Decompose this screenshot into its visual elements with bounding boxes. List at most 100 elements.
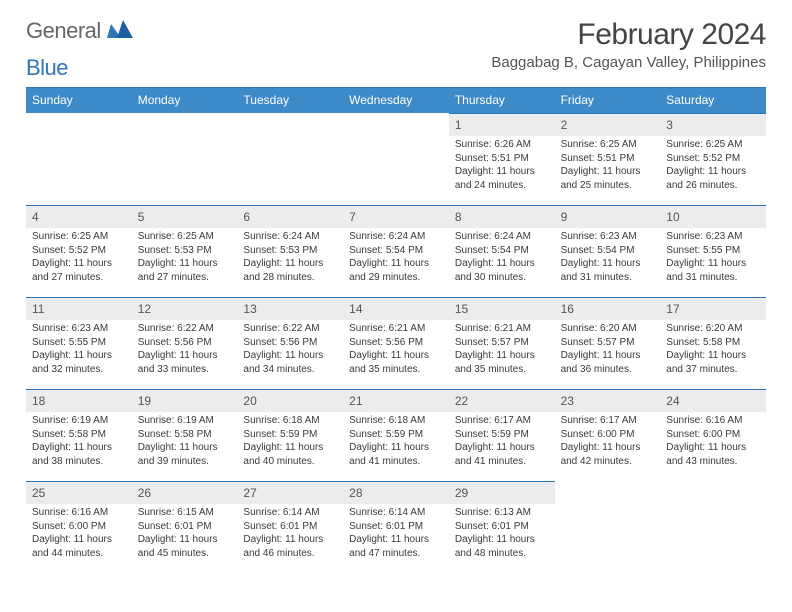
logo-word-blue: Blue: [26, 55, 68, 81]
day-number: 5: [132, 206, 238, 228]
sunset-line: Sunset: 6:00 PM: [32, 520, 128, 534]
day-number: 20: [237, 390, 343, 412]
calendar-page: General February 2024 Baggabag B, Cagaya…: [0, 0, 792, 573]
daylight-line: Daylight: 11 hours and 35 minutes.: [349, 349, 445, 376]
daylight-line: Daylight: 11 hours and 30 minutes.: [455, 257, 551, 284]
calendar-day-cell: 29Sunrise: 6:13 AMSunset: 6:01 PMDayligh…: [449, 481, 555, 573]
day-number: 18: [26, 390, 132, 412]
day-details: Sunrise: 6:14 AMSunset: 6:01 PMDaylight:…: [241, 506, 339, 560]
sunset-line: Sunset: 5:56 PM: [138, 336, 234, 350]
day-number: 13: [237, 298, 343, 320]
day-number: 26: [132, 482, 238, 504]
calendar-grid: 1Sunrise: 6:26 AMSunset: 5:51 PMDaylight…: [26, 113, 766, 573]
calendar-day-cell: 26Sunrise: 6:15 AMSunset: 6:01 PMDayligh…: [132, 481, 238, 573]
daylight-line: Daylight: 11 hours and 27 minutes.: [32, 257, 128, 284]
sunrise-line: Sunrise: 6:20 AM: [561, 322, 657, 336]
day-number: 1: [449, 114, 555, 136]
calendar-day-cell: 15Sunrise: 6:21 AMSunset: 5:57 PMDayligh…: [449, 297, 555, 389]
day-details: Sunrise: 6:25 AMSunset: 5:52 PMDaylight:…: [664, 138, 762, 192]
sunset-line: Sunset: 6:01 PM: [455, 520, 551, 534]
sunset-line: Sunset: 5:54 PM: [561, 244, 657, 258]
calendar-day-cell: 12Sunrise: 6:22 AMSunset: 5:56 PMDayligh…: [132, 297, 238, 389]
calendar-day-cell: 21Sunrise: 6:18 AMSunset: 5:59 PMDayligh…: [343, 389, 449, 481]
sunrise-line: Sunrise: 6:23 AM: [561, 230, 657, 244]
sunset-line: Sunset: 5:57 PM: [455, 336, 551, 350]
sunrise-line: Sunrise: 6:25 AM: [32, 230, 128, 244]
day-number: 16: [555, 298, 661, 320]
weekday-header-row: Sunday Monday Tuesday Wednesday Thursday…: [26, 88, 766, 113]
day-number: 19: [132, 390, 238, 412]
daylight-line: Daylight: 11 hours and 24 minutes.: [455, 165, 551, 192]
day-number: 14: [343, 298, 449, 320]
day-details: Sunrise: 6:21 AMSunset: 5:56 PMDaylight:…: [347, 322, 445, 376]
calendar-day-cell: 4Sunrise: 6:25 AMSunset: 5:52 PMDaylight…: [26, 205, 132, 297]
sunrise-line: Sunrise: 6:23 AM: [32, 322, 128, 336]
day-number: 7: [343, 206, 449, 228]
calendar-day-cell: 7Sunrise: 6:24 AMSunset: 5:54 PMDaylight…: [343, 205, 449, 297]
daylight-line: Daylight: 11 hours and 47 minutes.: [349, 533, 445, 560]
calendar-empty-cell: [26, 113, 132, 205]
daylight-line: Daylight: 11 hours and 34 minutes.: [243, 349, 339, 376]
calendar-day-cell: 20Sunrise: 6:18 AMSunset: 5:59 PMDayligh…: [237, 389, 343, 481]
sunrise-line: Sunrise: 6:14 AM: [349, 506, 445, 520]
sunrise-line: Sunrise: 6:19 AM: [32, 414, 128, 428]
calendar-day-cell: 13Sunrise: 6:22 AMSunset: 5:56 PMDayligh…: [237, 297, 343, 389]
day-number: 12: [132, 298, 238, 320]
sunrise-line: Sunrise: 6:26 AM: [455, 138, 551, 152]
sunrise-line: Sunrise: 6:16 AM: [32, 506, 128, 520]
day-details: Sunrise: 6:18 AMSunset: 5:59 PMDaylight:…: [347, 414, 445, 468]
weekday-monday: Monday: [132, 88, 238, 113]
calendar-day-cell: 6Sunrise: 6:24 AMSunset: 5:53 PMDaylight…: [237, 205, 343, 297]
day-details: Sunrise: 6:24 AMSunset: 5:54 PMDaylight:…: [347, 230, 445, 284]
daylight-line: Daylight: 11 hours and 44 minutes.: [32, 533, 128, 560]
sunrise-line: Sunrise: 6:18 AM: [243, 414, 339, 428]
day-details: Sunrise: 6:23 AMSunset: 5:54 PMDaylight:…: [559, 230, 657, 284]
weekday-sunday: Sunday: [26, 88, 132, 113]
day-details: Sunrise: 6:17 AMSunset: 5:59 PMDaylight:…: [453, 414, 551, 468]
sunset-line: Sunset: 5:55 PM: [666, 244, 762, 258]
daylight-line: Daylight: 11 hours and 46 minutes.: [243, 533, 339, 560]
calendar-day-cell: 8Sunrise: 6:24 AMSunset: 5:54 PMDaylight…: [449, 205, 555, 297]
sunrise-line: Sunrise: 6:20 AM: [666, 322, 762, 336]
day-number: 4: [26, 206, 132, 228]
daylight-line: Daylight: 11 hours and 31 minutes.: [666, 257, 762, 284]
sunset-line: Sunset: 5:57 PM: [561, 336, 657, 350]
calendar-day-cell: 1Sunrise: 6:26 AMSunset: 5:51 PMDaylight…: [449, 113, 555, 205]
sunrise-line: Sunrise: 6:21 AM: [349, 322, 445, 336]
calendar-day-cell: 2Sunrise: 6:25 AMSunset: 5:51 PMDaylight…: [555, 113, 661, 205]
day-details: Sunrise: 6:17 AMSunset: 6:00 PMDaylight:…: [559, 414, 657, 468]
daylight-line: Daylight: 11 hours and 40 minutes.: [243, 441, 339, 468]
calendar-empty-cell: [237, 113, 343, 205]
calendar-day-cell: 23Sunrise: 6:17 AMSunset: 6:00 PMDayligh…: [555, 389, 661, 481]
calendar-day-cell: 3Sunrise: 6:25 AMSunset: 5:52 PMDaylight…: [660, 113, 766, 205]
day-number: 25: [26, 482, 132, 504]
day-number: 2: [555, 114, 661, 136]
day-details: Sunrise: 6:26 AMSunset: 5:51 PMDaylight:…: [453, 138, 551, 192]
day-number: 15: [449, 298, 555, 320]
day-details: Sunrise: 6:25 AMSunset: 5:51 PMDaylight:…: [559, 138, 657, 192]
sunset-line: Sunset: 5:59 PM: [455, 428, 551, 442]
day-number: 6: [237, 206, 343, 228]
daylight-line: Daylight: 11 hours and 37 minutes.: [666, 349, 762, 376]
day-details: Sunrise: 6:18 AMSunset: 5:59 PMDaylight:…: [241, 414, 339, 468]
daylight-line: Daylight: 11 hours and 31 minutes.: [561, 257, 657, 284]
daylight-line: Daylight: 11 hours and 41 minutes.: [455, 441, 551, 468]
sunrise-line: Sunrise: 6:18 AM: [349, 414, 445, 428]
calendar-day-cell: 27Sunrise: 6:14 AMSunset: 6:01 PMDayligh…: [237, 481, 343, 573]
sunset-line: Sunset: 5:53 PM: [138, 244, 234, 258]
day-number: 24: [660, 390, 766, 412]
calendar-empty-cell: [343, 113, 449, 205]
daylight-line: Daylight: 11 hours and 32 minutes.: [32, 349, 128, 376]
sunset-line: Sunset: 5:54 PM: [349, 244, 445, 258]
daylight-line: Daylight: 11 hours and 28 minutes.: [243, 257, 339, 284]
sunrise-line: Sunrise: 6:14 AM: [243, 506, 339, 520]
daylight-line: Daylight: 11 hours and 43 minutes.: [666, 441, 762, 468]
sunrise-line: Sunrise: 6:24 AM: [455, 230, 551, 244]
sunrise-line: Sunrise: 6:17 AM: [561, 414, 657, 428]
weekday-saturday: Saturday: [660, 88, 766, 113]
sunrise-line: Sunrise: 6:13 AM: [455, 506, 551, 520]
sunset-line: Sunset: 5:59 PM: [243, 428, 339, 442]
day-number: 29: [449, 482, 555, 504]
sunset-line: Sunset: 5:51 PM: [455, 152, 551, 166]
day-details: Sunrise: 6:13 AMSunset: 6:01 PMDaylight:…: [453, 506, 551, 560]
